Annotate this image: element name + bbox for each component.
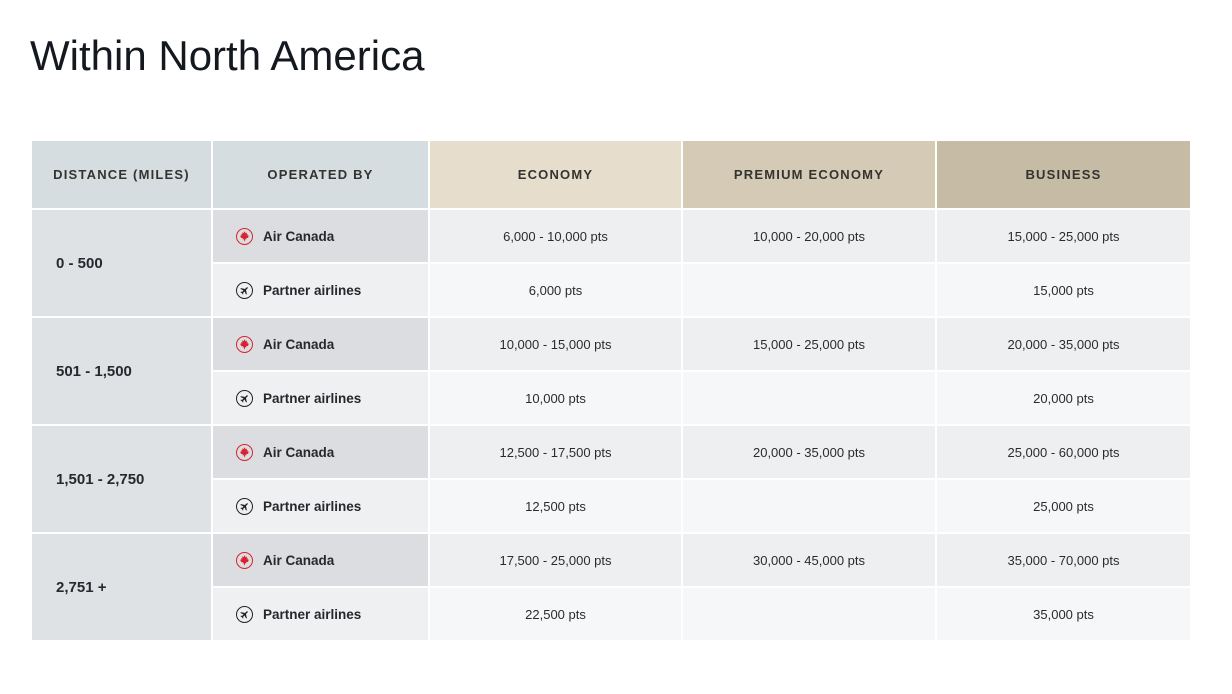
maple-leaf-roundel-icon (236, 443, 253, 461)
operator-cell-air-canada: Air Canada (213, 534, 428, 586)
economy-value-cell: 12,500 - 17,500 pts (430, 426, 681, 478)
business-value-cell: 15,000 - 25,000 pts (937, 210, 1190, 262)
economy-value-cell: 22,500 pts (430, 588, 681, 640)
business-value-cell: 25,000 pts (937, 480, 1190, 532)
maple-leaf-roundel-icon (236, 335, 253, 353)
economy-value-cell: 6,000 - 10,000 pts (430, 210, 681, 262)
economy-value-cell: 12,500 pts (430, 480, 681, 532)
premium-economy-value-cell (683, 372, 935, 424)
operator-cell-partner-airlines: Partner airlines (213, 480, 428, 532)
premium-economy-value-cell (683, 588, 935, 640)
premium-economy-value-cell: 10,000 - 20,000 pts (683, 210, 935, 262)
premium-economy-value-cell: 15,000 - 25,000 pts (683, 318, 935, 370)
partner-airplane-icon (236, 497, 253, 515)
partner-airplane-icon (236, 389, 253, 407)
economy-value-cell: 6,000 pts (430, 264, 681, 316)
premium-economy-value-cell (683, 480, 935, 532)
column-header-economy: ECONOMY (430, 141, 681, 208)
distance-cell: 1,501 - 2,750 (32, 426, 211, 532)
operator-label: Partner airlines (263, 606, 362, 622)
column-header-premium-economy: PREMIUM ECONOMY (683, 141, 935, 208)
distance-cell: 501 - 1,500 (32, 318, 211, 424)
operator-label: Partner airlines (263, 390, 362, 406)
operator-label: Partner airlines (263, 498, 362, 514)
operator-label: Air Canada (263, 336, 335, 352)
column-header-business: BUSINESS (937, 141, 1190, 208)
award-chart-table: DISTANCE (MILES) OPERATED BY ECONOMY PRE… (32, 141, 1190, 640)
operator-cell-air-canada: Air Canada (213, 318, 428, 370)
economy-value-cell: 10,000 pts (430, 372, 681, 424)
maple-leaf-roundel-icon (236, 551, 253, 569)
page-title: Within North America (30, 32, 425, 80)
partner-airplane-icon (236, 281, 253, 299)
operator-label: Air Canada (263, 228, 335, 244)
operator-label: Air Canada (263, 552, 335, 568)
business-value-cell: 25,000 - 60,000 pts (937, 426, 1190, 478)
business-value-cell: 35,000 pts (937, 588, 1190, 640)
business-value-cell: 35,000 - 70,000 pts (937, 534, 1190, 586)
operator-cell-partner-airlines: Partner airlines (213, 588, 428, 640)
premium-economy-value-cell (683, 264, 935, 316)
economy-value-cell: 10,000 - 15,000 pts (430, 318, 681, 370)
distance-cell: 2,751 + (32, 534, 211, 640)
partner-airplane-icon (236, 605, 253, 623)
operator-cell-air-canada: Air Canada (213, 210, 428, 262)
operator-cell-air-canada: Air Canada (213, 426, 428, 478)
distance-cell: 0 - 500 (32, 210, 211, 316)
business-value-cell: 15,000 pts (937, 264, 1190, 316)
operator-label: Air Canada (263, 444, 335, 460)
business-value-cell: 20,000 - 35,000 pts (937, 318, 1190, 370)
economy-value-cell: 17,500 - 25,000 pts (430, 534, 681, 586)
business-value-cell: 20,000 pts (937, 372, 1190, 424)
premium-economy-value-cell: 30,000 - 45,000 pts (683, 534, 935, 586)
column-header-distance: DISTANCE (MILES) (32, 141, 211, 208)
premium-economy-value-cell: 20,000 - 35,000 pts (683, 426, 935, 478)
operator-cell-partner-airlines: Partner airlines (213, 264, 428, 316)
operator-cell-partner-airlines: Partner airlines (213, 372, 428, 424)
maple-leaf-roundel-icon (236, 227, 253, 245)
column-header-operated-by: OPERATED BY (213, 141, 428, 208)
operator-label: Partner airlines (263, 282, 362, 298)
